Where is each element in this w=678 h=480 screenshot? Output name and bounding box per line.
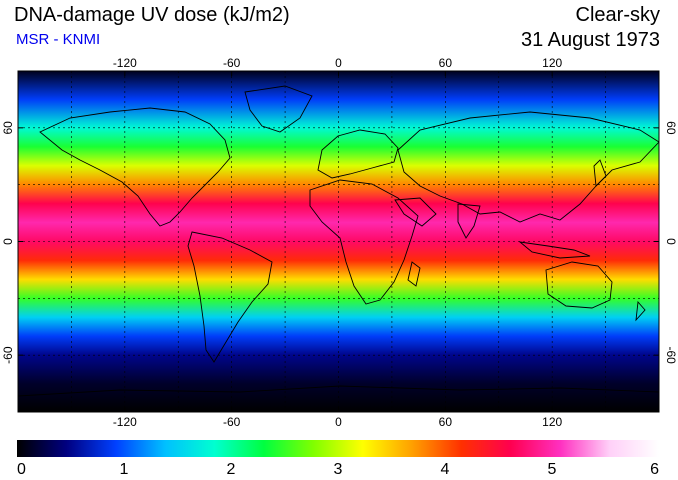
sky-condition-label: Clear-sky xyxy=(575,4,660,26)
coast-indonesia xyxy=(518,241,591,259)
coast-asia xyxy=(397,111,659,223)
coast-europe xyxy=(317,129,399,179)
lat-tick-label-left: 60 xyxy=(1,121,15,135)
colorbar-tick-label: 5 xyxy=(548,461,557,478)
coast-arabia xyxy=(394,197,437,227)
coastlines xyxy=(18,85,659,397)
colorbar-tick-label: 4 xyxy=(441,461,450,478)
lat-tick-label-left: 0 xyxy=(1,238,15,245)
lat-tick-label-right: -60 xyxy=(664,346,678,364)
lon-tick-label-top: 60 xyxy=(439,56,453,70)
axis-ticks: -120 -120 -60 -60 0 0 60 60 120 120 -60 -60 0 0 60 60 xyxy=(1,56,678,429)
lat-tick-label-right: 60 xyxy=(664,121,678,135)
lon-tick-label-top: -120 xyxy=(113,56,137,70)
colorbar xyxy=(17,440,659,457)
lat-tick-label-left: -60 xyxy=(1,346,15,364)
coast-australia xyxy=(545,261,613,309)
coast-greenland xyxy=(244,85,313,133)
lon-tick-label-top: 0 xyxy=(335,56,342,70)
colorbar-tick-label: 0 xyxy=(17,461,26,478)
lon-tick-label-bottom: -120 xyxy=(113,415,137,429)
colorbar-tick-label: 2 xyxy=(227,461,236,478)
colorbar-tick-label: 1 xyxy=(120,461,129,478)
coast-north-america xyxy=(39,107,231,227)
coast-south-america xyxy=(187,231,273,363)
colorbar-ticks: 0 1 2 3 4 5 6 xyxy=(17,461,659,478)
lon-tick-label-top: 120 xyxy=(542,56,562,70)
lon-tick-label-bottom: 120 xyxy=(542,415,562,429)
colorbar-tick-label: 3 xyxy=(334,461,343,478)
date-label: 31 August 1973 xyxy=(520,29,660,51)
coast-india xyxy=(457,203,481,239)
coast-japan xyxy=(593,159,607,187)
colorbar-tick-label: 6 xyxy=(650,461,659,478)
coast-madagascar xyxy=(407,261,421,287)
coast-africa xyxy=(309,179,419,305)
coast-antarctica xyxy=(18,385,659,397)
coast-new-zealand xyxy=(635,300,646,322)
map-title: DNA-damage UV dose (kJ/m2) xyxy=(14,4,290,26)
lon-tick-label-bottom: 60 xyxy=(439,415,453,429)
lon-tick-label-bottom: -60 xyxy=(223,415,241,429)
lon-tick-label-top: -60 xyxy=(223,56,241,70)
gridlines xyxy=(18,71,659,412)
lat-tick-label-right: 0 xyxy=(664,238,678,245)
lon-tick-label-bottom: 0 xyxy=(335,415,342,429)
source-label: MSR - KNMI xyxy=(16,31,101,48)
